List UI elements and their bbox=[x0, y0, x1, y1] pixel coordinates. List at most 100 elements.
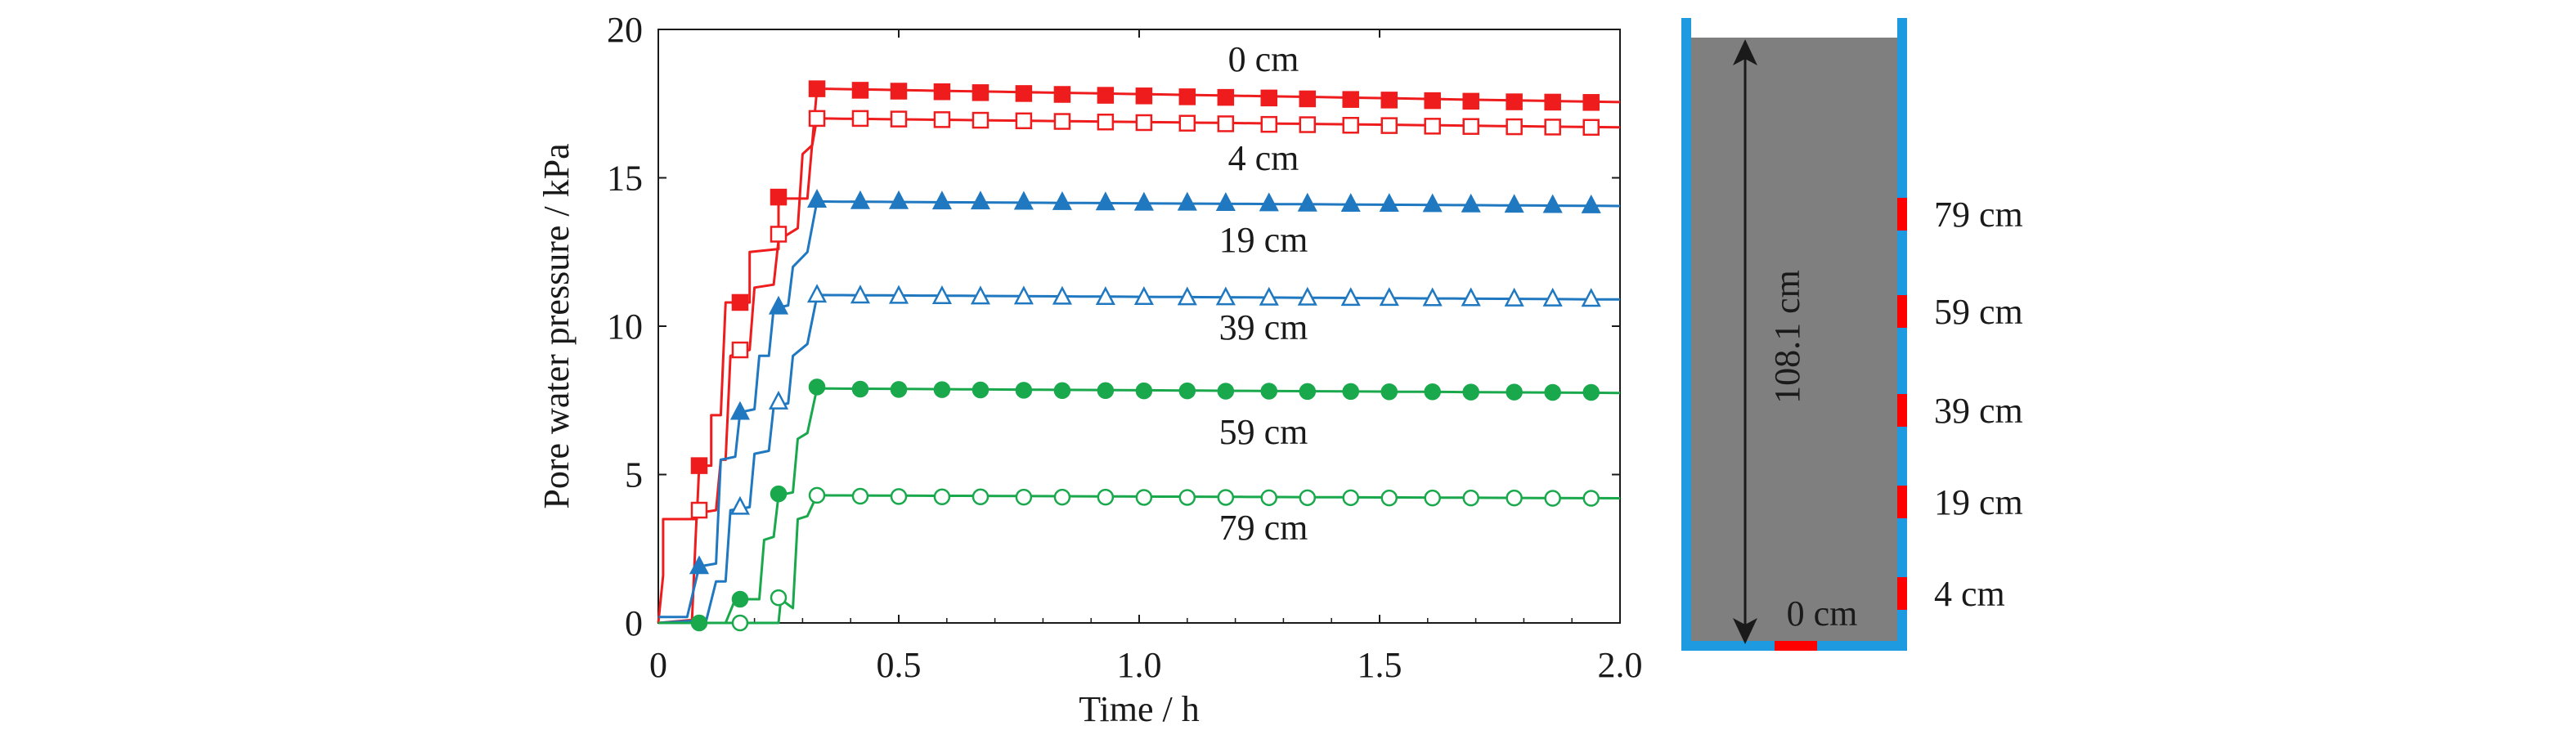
data-point bbox=[1544, 119, 1561, 136]
data-point bbox=[690, 457, 708, 474]
data-point bbox=[1015, 85, 1033, 102]
data-point bbox=[970, 190, 991, 210]
data-point bbox=[933, 381, 951, 398]
data-point bbox=[1178, 88, 1196, 105]
data-point bbox=[972, 84, 990, 101]
x-tick-label: 0.5 bbox=[877, 645, 922, 685]
data-point bbox=[1542, 194, 1563, 213]
y-tick-label: 20 bbox=[607, 10, 643, 50]
data-point bbox=[1177, 286, 1197, 306]
data-point bbox=[770, 188, 788, 206]
data-point bbox=[1135, 489, 1153, 506]
data-point bbox=[851, 82, 869, 99]
series-labels: 0 cm 4 cm 19 cm 39 cm 59 cm 79 cm bbox=[1219, 39, 1308, 548]
data-point bbox=[972, 111, 990, 129]
data-point bbox=[1052, 285, 1072, 305]
sensor-label: 19 cm bbox=[1934, 482, 2023, 522]
data-point bbox=[1299, 383, 1317, 401]
x-tick-label: 1.0 bbox=[1117, 645, 1162, 685]
data-point bbox=[1260, 89, 1278, 107]
data-point bbox=[770, 226, 788, 243]
data-point bbox=[1461, 193, 1481, 213]
x-axis-label: Time / h bbox=[1079, 689, 1200, 729]
data-point bbox=[851, 487, 869, 505]
data-point bbox=[1462, 489, 1479, 507]
data-point bbox=[1297, 286, 1317, 306]
x-tick-label: 0 bbox=[649, 645, 667, 685]
data-point bbox=[1260, 383, 1278, 400]
data-point bbox=[1135, 382, 1153, 400]
sensor-label: 39 cm bbox=[1934, 391, 2023, 431]
series-label: 4 cm bbox=[1228, 138, 1299, 178]
sensor-marker bbox=[1897, 486, 1907, 518]
data-point bbox=[1215, 192, 1236, 211]
data-point bbox=[1259, 192, 1279, 212]
data-point bbox=[851, 380, 869, 398]
data-point bbox=[1582, 383, 1600, 401]
data-point bbox=[1095, 286, 1115, 306]
data-point bbox=[1095, 191, 1115, 211]
y-tick-label: 10 bbox=[607, 307, 643, 347]
data-point bbox=[1135, 114, 1153, 132]
data-point bbox=[806, 189, 828, 208]
data-point bbox=[1582, 119, 1600, 137]
data-point bbox=[1178, 382, 1196, 400]
data-point bbox=[1544, 383, 1561, 401]
data-point bbox=[808, 378, 826, 396]
data-point bbox=[1461, 287, 1481, 307]
data-point bbox=[768, 295, 789, 315]
y-axis-label: Pore water pressure / kPa bbox=[536, 143, 577, 508]
data-point bbox=[1299, 116, 1317, 133]
sensors: 79 cm 59 cm 39 cm 19 cm 4 cm 0 cm bbox=[1775, 195, 2023, 651]
data-point bbox=[1015, 112, 1033, 130]
data-point bbox=[770, 485, 788, 503]
data-point bbox=[1379, 287, 1399, 307]
y-tick-label: 5 bbox=[625, 455, 643, 495]
data-point bbox=[933, 488, 951, 505]
column-height-label: 108.1 cm bbox=[1767, 270, 1807, 404]
data-point bbox=[1462, 92, 1479, 110]
sensor-label: 0 cm bbox=[1787, 593, 1858, 634]
sensor-label: 59 cm bbox=[1934, 292, 2023, 332]
data-point bbox=[1297, 192, 1317, 212]
data-point bbox=[1506, 489, 1523, 507]
data-point bbox=[731, 614, 749, 632]
data-point bbox=[1097, 488, 1115, 506]
data-point bbox=[1015, 488, 1033, 506]
sensor-marker bbox=[1897, 394, 1907, 427]
data-point bbox=[931, 285, 952, 304]
data-point bbox=[1424, 489, 1441, 507]
data-point bbox=[1506, 93, 1523, 110]
data-point bbox=[933, 111, 951, 128]
data-point bbox=[1422, 193, 1443, 213]
data-point bbox=[808, 110, 826, 128]
data-point bbox=[1581, 288, 1601, 307]
data-point bbox=[1506, 118, 1523, 136]
data-point bbox=[731, 590, 749, 608]
data-point bbox=[1052, 190, 1072, 210]
series-label: 0 cm bbox=[1228, 39, 1299, 79]
data-point bbox=[1053, 382, 1071, 400]
data-point bbox=[850, 190, 871, 209]
data-point bbox=[808, 80, 826, 97]
series-line bbox=[658, 387, 1621, 625]
data-point bbox=[1178, 114, 1196, 132]
series-label: 59 cm bbox=[1219, 412, 1308, 452]
data-point bbox=[1342, 91, 1359, 108]
x-tick-label: 1.5 bbox=[1358, 645, 1402, 685]
data-point bbox=[1424, 92, 1441, 110]
data-point bbox=[1380, 489, 1398, 507]
data-point bbox=[1380, 92, 1398, 109]
data-point bbox=[850, 284, 871, 304]
soil-column-diagram: 108.1 cm 79 cm 59 cm 39 cm 19 cm 4 cm 0 cm bbox=[1681, 18, 2023, 651]
data-point bbox=[1260, 115, 1278, 133]
data-point bbox=[1544, 93, 1561, 111]
data-point bbox=[1135, 87, 1153, 105]
data-point bbox=[1217, 115, 1235, 132]
data-point bbox=[1053, 488, 1071, 506]
x-tick-label: 2.0 bbox=[1598, 645, 1643, 685]
data-point bbox=[1053, 86, 1071, 103]
data-point bbox=[1259, 286, 1279, 306]
soil-body bbox=[1691, 38, 1897, 644]
data-point bbox=[770, 589, 788, 607]
